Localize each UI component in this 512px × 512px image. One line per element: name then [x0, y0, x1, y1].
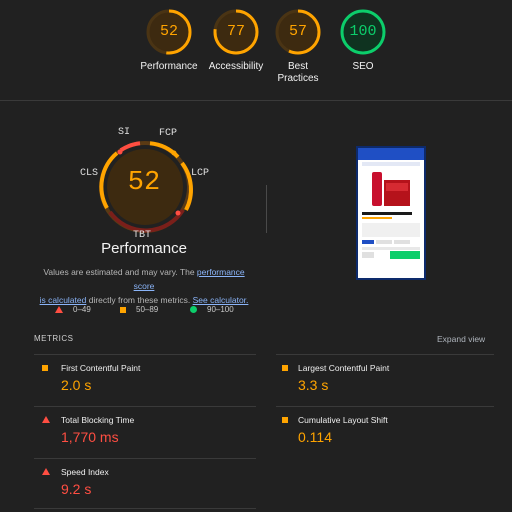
- metric-value-fcp: 2.0 s: [61, 377, 92, 393]
- gauge-tag-si: SI: [118, 127, 131, 138]
- metric-value-si: 9.2 s: [61, 481, 92, 497]
- metric-name-fcp: First Contentful Paint: [61, 363, 141, 373]
- average-square-icon: [282, 417, 288, 423]
- legend-fail: 0–49: [55, 305, 91, 314]
- best-practices-score: 57: [288, 23, 307, 40]
- accessibility-score: 77: [226, 23, 245, 40]
- expand-view-button[interactable]: Expand view: [437, 334, 486, 344]
- metric-divider: [276, 354, 494, 355]
- screenshot-content: [362, 162, 420, 259]
- performance-score-link[interactable]: performance score: [133, 267, 245, 291]
- best-practices-label: Best Practices: [277, 61, 319, 84]
- metric-divider: [34, 354, 256, 355]
- metric-value-tbt: 1,770 ms: [61, 429, 119, 445]
- metric-name-tbt: Total Blocking Time: [61, 415, 135, 425]
- gauge-tag-cls: CLS: [80, 168, 99, 179]
- performance-big-gauge: [99, 141, 193, 233]
- metric-divider: [34, 406, 256, 407]
- screenshot-header: [358, 148, 424, 160]
- best-practices-gauge[interactable]: 57: [273, 7, 323, 57]
- seo-gauge[interactable]: 100: [338, 7, 388, 57]
- fail-triangle-icon: [42, 468, 50, 475]
- screenshot-divider: [266, 185, 267, 233]
- see-calculator-link[interactable]: See calculator.: [192, 295, 249, 305]
- legend-average: 50–89: [120, 305, 158, 314]
- gauge-tag-fcp: FCP: [159, 128, 178, 139]
- average-square-icon: [120, 306, 126, 313]
- performance-label: Performance: [140, 61, 198, 72]
- metric-name-lcp: Largest Contentful Paint: [298, 363, 390, 373]
- metrics-title: METRICS: [34, 334, 74, 343]
- seo-gauge-ring: [340, 9, 386, 55]
- average-square-icon: [42, 365, 48, 371]
- seo-score: 100: [349, 23, 377, 40]
- performance-gauge[interactable]: 52: [144, 7, 194, 57]
- metric-divider: [34, 458, 256, 459]
- metric-name-si: Speed Index: [61, 467, 109, 477]
- metric-divider: [34, 508, 256, 509]
- legend-pass: 90–100: [190, 305, 234, 314]
- metric-name-cls: Cumulative Layout Shift: [298, 415, 388, 425]
- metric-value-cls: 0.114: [298, 429, 332, 445]
- seo-label: SEO: [352, 61, 374, 72]
- fail-triangle-icon: [42, 416, 50, 423]
- metric-divider: [276, 406, 494, 407]
- gauge-tag-lcp: LCP: [191, 168, 210, 179]
- estimate-note: Values are estimated and may vary. The p…: [39, 267, 249, 305]
- performance-calculated-link[interactable]: is calculated: [39, 295, 87, 305]
- accessibility-label: Accessibility: [208, 61, 264, 72]
- pass-circle-icon: [190, 306, 197, 313]
- accessibility-gauge-ring: [213, 9, 259, 55]
- performance-title: Performance: [101, 240, 187, 257]
- fail-triangle-icon: [55, 306, 63, 313]
- average-square-icon: [282, 365, 288, 371]
- best-practices-gauge-ring: [275, 9, 321, 55]
- accessibility-gauge[interactable]: 77: [211, 7, 261, 57]
- page-screenshot[interactable]: [356, 146, 426, 280]
- performance-score: 52: [159, 23, 178, 40]
- performance-big-score: 52: [127, 168, 161, 198]
- metric-value-lcp: 3.3 s: [298, 377, 329, 393]
- gauge-tag-tbt: TBT: [133, 230, 152, 241]
- performance-gauge-ring: [146, 9, 192, 55]
- header-divider: [0, 100, 512, 101]
